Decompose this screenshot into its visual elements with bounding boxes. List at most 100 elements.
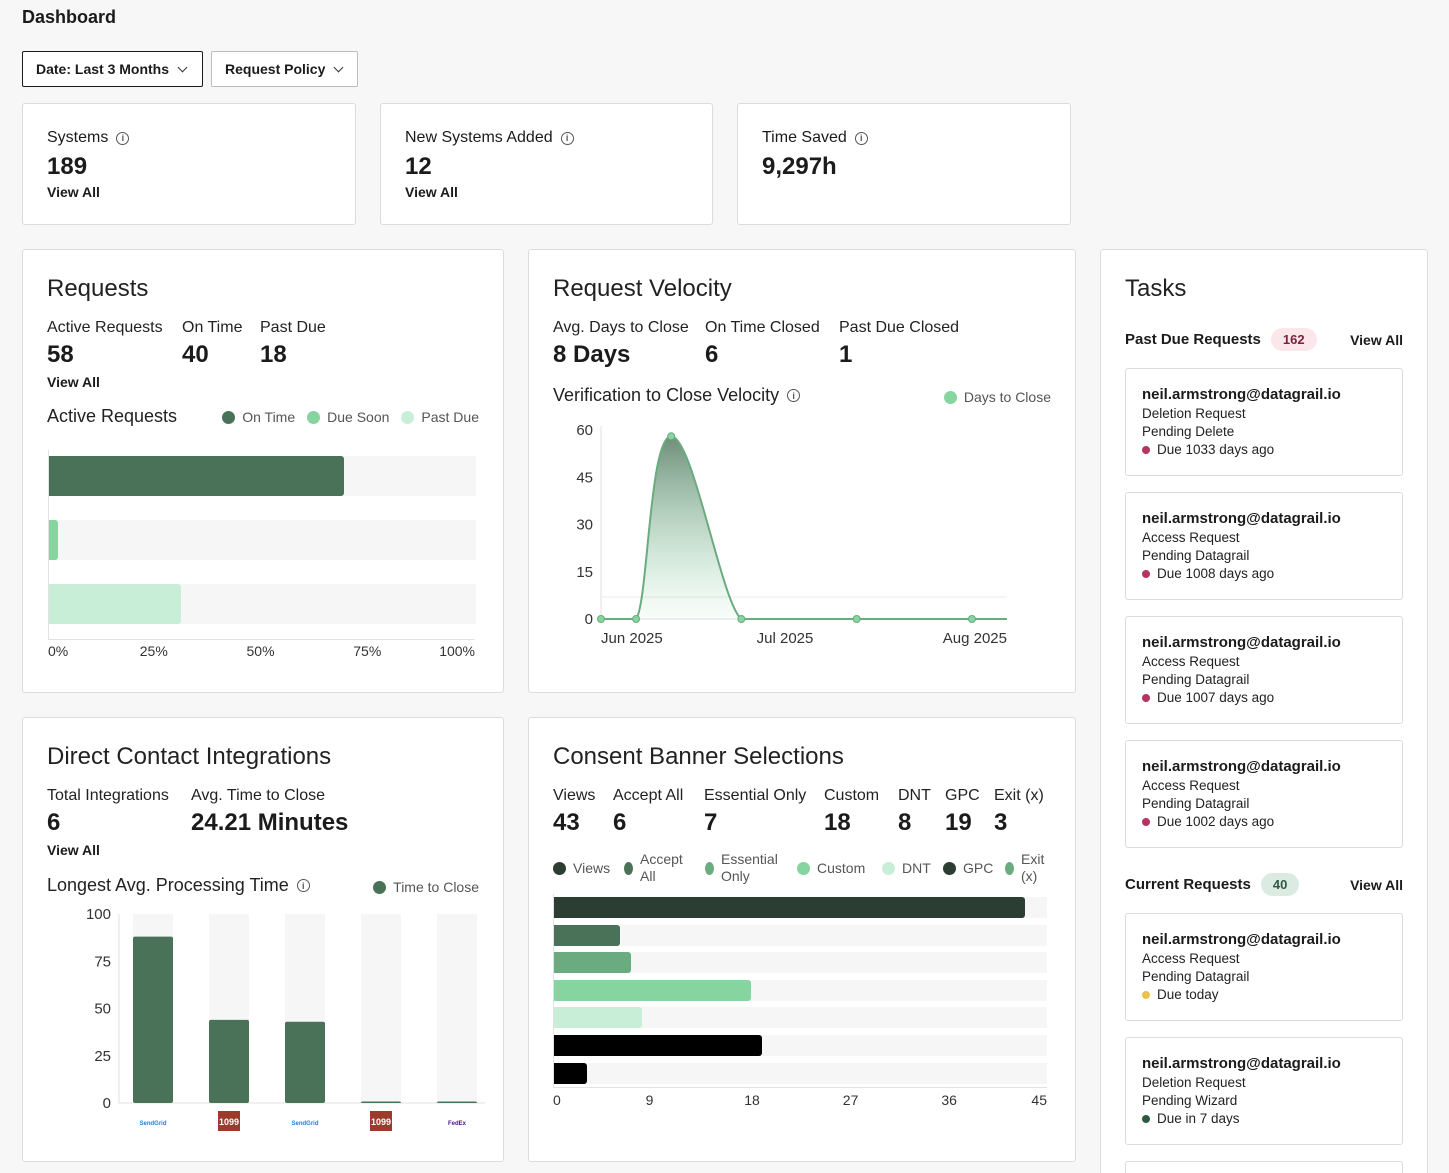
legend-item: GPC	[943, 850, 993, 886]
request-policy-label: Request Policy	[225, 61, 326, 77]
bar-sendgrid[interactable]	[285, 1021, 325, 1103]
task-email: neil.armstrong@datagrail.io	[1142, 758, 1341, 775]
active-requests-metric: Active Requests 58	[47, 319, 163, 368]
due-status-dot	[1142, 817, 1150, 826]
past-due-view-all-link[interactable]: View All	[1350, 331, 1403, 348]
processing-time-chart-title: Longest Avg. Processing Time i	[47, 875, 310, 896]
consent-x-axis: 0 9 18 27 36 45	[553, 1092, 1047, 1112]
legend-dot	[553, 861, 566, 875]
metric-label: Exit (x)	[994, 787, 1044, 804]
legend-item: Essential Only	[705, 850, 778, 886]
systems-card: Systems i 189 View All	[22, 103, 356, 225]
current-view-all-link[interactable]: View All	[1350, 876, 1403, 893]
task-card[interactable]	[1125, 1161, 1403, 1173]
bar-dnt[interactable]	[554, 1007, 642, 1029]
data-point[interactable]	[737, 615, 746, 623]
task-card[interactable]: neil.armstrong@datagrail.io Deletion Requ…	[1125, 1037, 1403, 1145]
past-due-metric: Past Due 18	[260, 319, 326, 368]
bar-past-due[interactable]	[49, 584, 182, 624]
requests-view-all-link[interactable]: View All	[47, 374, 100, 390]
consent-metric-exit-x-: Exit (x) 3	[994, 787, 1044, 837]
date-filter-dropdown[interactable]: Date: Last 3 Months	[22, 51, 203, 87]
consent-title: Consent Banner Selections	[553, 743, 844, 770]
bar-accept-all[interactable]	[554, 924, 620, 946]
legend-on-time: On Time	[222, 409, 295, 425]
consent-chart	[553, 894, 1047, 1088]
request-policy-dropdown[interactable]: Request Policy	[211, 51, 358, 87]
consent-metric-gpc: GPC 19	[945, 787, 980, 837]
metric-label: Views	[553, 787, 596, 804]
metric-value: 7	[704, 809, 718, 836]
active-requests-x-axis: 0% 25% 50% 75% 100%	[48, 643, 475, 663]
data-point[interactable]	[967, 615, 976, 623]
task-type: Access Request	[1142, 951, 1240, 966]
due-text: Due today	[1157, 987, 1219, 1002]
x-tick-label: 18	[744, 1092, 760, 1108]
metric-label: Custom	[824, 787, 880, 804]
total-integrations-metric: Total Integrations 6	[47, 787, 169, 836]
consent-metric-custom: Custom 18	[824, 787, 879, 837]
velocity-chart-title: Verification to Close Velocity i	[553, 385, 801, 406]
bar-1099[interactable]	[361, 1101, 401, 1104]
due-status-dot	[1142, 990, 1150, 999]
task-card[interactable]: neil.armstrong@datagrail.io Access Reques…	[1125, 740, 1403, 848]
active-requests-chart	[48, 450, 476, 640]
past-due-requests-header: Past Due Requests 162 View All	[1125, 328, 1403, 351]
metric-value: 18	[824, 809, 851, 836]
task-email: neil.armstrong@datagrail.io	[1142, 386, 1341, 403]
x-tick-label: Aug 2025	[943, 630, 1007, 647]
bar-views[interactable]	[554, 897, 1026, 918]
legend-item: Custom	[797, 850, 865, 886]
logo-label: 1099	[219, 1117, 239, 1127]
bar-custom[interactable]	[554, 979, 752, 1001]
bar-exit-x-[interactable]	[554, 1062, 587, 1084]
due-status-dot	[1142, 1114, 1150, 1123]
requests-title: Requests	[47, 275, 149, 302]
info-icon[interactable]: i	[560, 131, 574, 145]
tasks-panel: Tasks Past Due Requests 162 View All nei…	[1100, 249, 1428, 1173]
data-point[interactable]	[632, 615, 641, 623]
bar-essential-only[interactable]	[554, 952, 631, 974]
task-card[interactable]: neil.armstrong@datagrail.io Access Reques…	[1125, 492, 1403, 600]
logo-label: SendGrid	[291, 1121, 318, 1127]
velocity-title: Request Velocity	[553, 275, 732, 302]
bar-gpc[interactable]	[554, 1035, 763, 1056]
info-icon[interactable]: i	[116, 131, 130, 145]
bar-1099[interactable]	[209, 1019, 249, 1103]
metric-value: 19	[945, 809, 972, 836]
integrations-title: Direct Contact Integrations	[47, 743, 332, 770]
info-icon[interactable]: i	[296, 879, 310, 892]
bar-sendgrid[interactable]	[133, 936, 173, 1103]
bar-track	[49, 456, 476, 496]
logo-1099-icon	[370, 1111, 392, 1131]
task-card[interactable]: neil.armstrong@datagrail.io Access Reques…	[1125, 913, 1403, 1021]
bar-on-time[interactable]	[49, 456, 344, 496]
integrations-view-all-link[interactable]: View All	[47, 842, 100, 858]
due-status-dot	[1142, 693, 1150, 702]
task-card[interactable]: neil.armstrong@datagrail.io Deletion Requ…	[1125, 368, 1403, 476]
y-tick-label: 0	[585, 611, 593, 628]
task-status: Pending Datagrail	[1142, 969, 1250, 984]
bar-track	[49, 520, 476, 560]
systems-view-all-link[interactable]: View All	[47, 184, 100, 200]
task-due: Due 1008 days ago	[1142, 566, 1386, 581]
info-icon[interactable]: i	[787, 389, 801, 402]
info-icon[interactable]: i	[854, 131, 868, 145]
bar-fedex[interactable]	[437, 1101, 477, 1104]
data-point[interactable]	[597, 615, 605, 623]
legend-dot	[882, 861, 895, 875]
consent-card: Consent Banner Selections Views 43 Accept …	[528, 717, 1076, 1162]
x-tick-label: 9	[645, 1092, 654, 1108]
y-tick-label: 45	[576, 469, 593, 486]
task-email: neil.armstrong@datagrail.io	[1142, 510, 1341, 527]
new-systems-view-all-link[interactable]: View All	[405, 184, 458, 200]
task-card[interactable]: neil.armstrong@datagrail.io Access Reques…	[1125, 616, 1403, 724]
bar-due-soon[interactable]	[49, 520, 58, 560]
avg-time-to-close-metric: Avg. Time to Close 24.21 Minutes	[191, 787, 349, 836]
velocity-legend: Days to Close	[943, 389, 1051, 405]
data-point[interactable]	[852, 615, 861, 623]
legend-past-due: Past Due	[401, 409, 479, 425]
velocity-area	[601, 436, 1007, 619]
data-point[interactable]	[667, 432, 676, 441]
current-count-badge: 40	[1260, 873, 1300, 896]
